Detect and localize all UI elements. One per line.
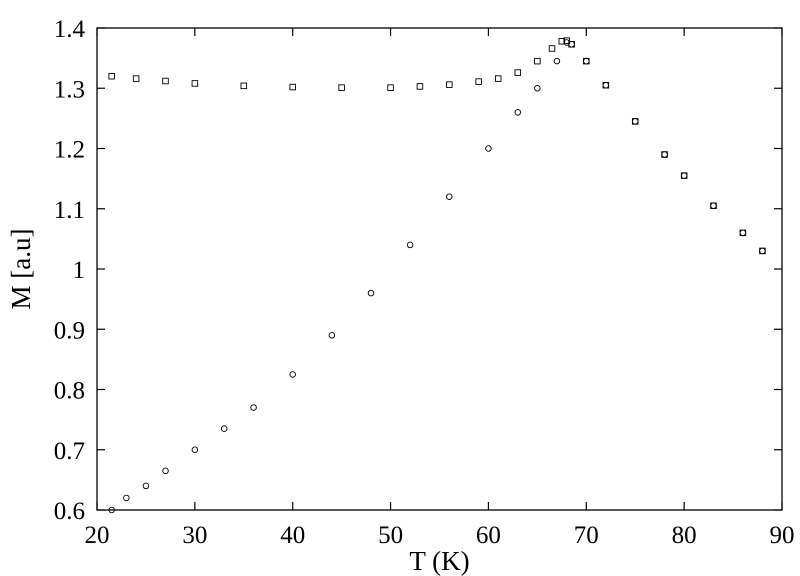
data-point — [553, 57, 561, 65]
data-point — [289, 83, 296, 91]
data-point — [142, 482, 150, 490]
data-point — [475, 78, 482, 85]
data-point — [494, 75, 502, 82]
x-tick-label: 40 — [280, 522, 305, 549]
x-tick-label: 20 — [85, 522, 110, 549]
data-point — [108, 72, 115, 80]
y-tick-label: 0.7 — [54, 438, 85, 465]
data-point — [446, 81, 453, 88]
data-point — [338, 84, 345, 91]
data-point — [583, 57, 590, 65]
data-point — [514, 109, 522, 116]
data-point — [328, 332, 336, 339]
data-point — [514, 69, 522, 76]
x-tick-label: 70 — [574, 522, 599, 549]
data-point — [289, 371, 296, 378]
x-axis-label: T (K) — [409, 546, 469, 576]
data-point — [191, 80, 199, 87]
x-tick-label: 50 — [378, 522, 403, 549]
data-point — [162, 77, 169, 85]
data-point — [534, 57, 541, 65]
data-point — [739, 229, 747, 237]
series-circle — [108, 39, 766, 514]
data-point — [132, 75, 140, 82]
data-point — [568, 41, 575, 48]
plot-area — [108, 37, 766, 514]
y-tick-label: 0.9 — [54, 317, 85, 344]
data-point — [548, 45, 556, 52]
data-point — [220, 425, 228, 432]
y-tick-label: 0.8 — [54, 378, 85, 405]
data-point — [240, 82, 248, 90]
data-point — [602, 81, 610, 89]
data-point — [558, 38, 566, 45]
x-tick-label: 90 — [770, 522, 795, 549]
x-tick-label: 80 — [672, 522, 697, 549]
data-point — [406, 241, 414, 249]
y-tick-label: 0.6 — [54, 498, 85, 525]
x-tick-label: 60 — [476, 522, 501, 549]
data-point — [416, 83, 424, 90]
data-point — [680, 172, 688, 179]
x-tick-label: 30 — [182, 522, 207, 549]
data-point — [162, 467, 169, 475]
y-tick-label: 1.3 — [54, 76, 85, 103]
data-point — [563, 37, 570, 44]
data-point — [123, 494, 130, 502]
y-tick-label: 1.1 — [54, 197, 85, 224]
data-point — [759, 247, 766, 255]
data-point — [250, 404, 257, 411]
x-axis: 20 30 40 50 60 70 80 90 — [85, 28, 795, 549]
data-point — [446, 193, 453, 200]
data-point — [367, 289, 375, 297]
data-point — [191, 446, 199, 454]
data-point — [387, 84, 394, 91]
plot-frame — [96, 27, 783, 511]
data-point — [710, 202, 717, 209]
y-axis-label: M [a.u] — [6, 229, 36, 310]
y-tick-label: 1.2 — [54, 137, 85, 164]
data-point — [661, 151, 668, 158]
data-point — [485, 145, 492, 152]
y-tick-label: 1.4 — [54, 16, 86, 43]
y-tick-label: 1 — [73, 257, 86, 284]
y-axis: 0.6 0.7 0.8 0.9 1 1.1 1.2 1.3 1.4 — [54, 16, 782, 525]
data-point — [534, 84, 541, 92]
series-square — [108, 37, 766, 255]
data-point — [631, 118, 639, 125]
